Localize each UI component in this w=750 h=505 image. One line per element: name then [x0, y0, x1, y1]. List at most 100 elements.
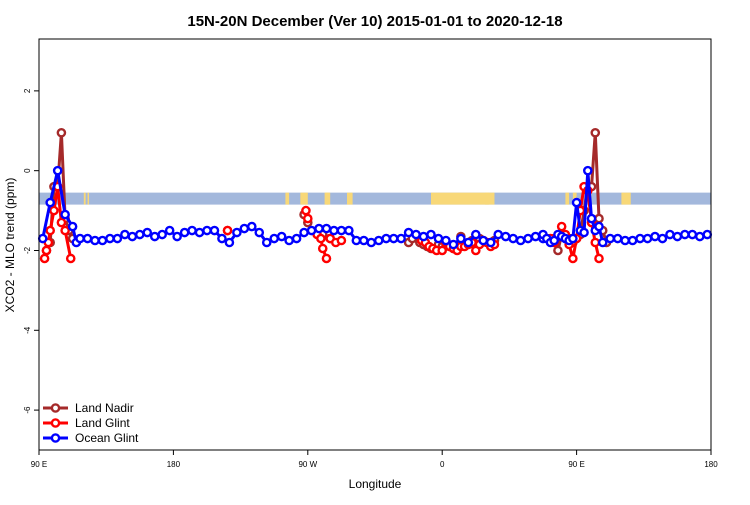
data-point-ocean-glint	[37, 233, 48, 244]
data-point-ocean-glint	[470, 229, 481, 240]
data-point-ocean-glint	[358, 235, 369, 246]
data-point-ocean-glint	[314, 223, 324, 234]
legend-swatch-marker	[50, 403, 61, 413]
data-point-ocean-glint	[515, 235, 526, 246]
data-point-land-glint	[302, 213, 313, 224]
legend-label: Ocean Glint	[75, 431, 139, 445]
data-point-ocean-glint	[418, 231, 429, 242]
data-point-ocean-glint	[157, 229, 167, 240]
data-point-ocean-glint	[579, 227, 589, 238]
data-point-land-glint	[590, 237, 601, 248]
data-point-ocean-glint	[142, 227, 153, 238]
data-point-land-glint	[316, 233, 326, 244]
data-point-ocean-glint	[571, 197, 582, 208]
legend-item-ocean-glint: Ocean Glint	[43, 431, 139, 445]
data-point-ocean-glint	[396, 233, 406, 244]
data-point-land-glint	[56, 217, 67, 228]
data-point-ocean-glint	[665, 229, 675, 240]
data-point-ocean-glint	[246, 221, 257, 232]
data-point-ocean-glint	[388, 233, 399, 244]
data-point-ocean-glint	[179, 227, 190, 238]
plot-frame	[38, 38, 712, 451]
data-point-land-glint	[336, 235, 347, 246]
data-point-ocean-glint	[239, 223, 250, 234]
data-point-ocean-glint	[90, 235, 100, 246]
data-point-land-glint	[41, 245, 52, 256]
data-point-ocean-glint	[202, 225, 212, 236]
y-tick-label: -4	[23, 326, 32, 334]
data-point-ocean-glint	[695, 231, 705, 242]
data-point-ocean-glint	[351, 235, 362, 246]
x-tick-label: 180	[167, 460, 181, 469]
data-point-ocean-glint	[594, 221, 604, 232]
series-layer	[37, 127, 713, 264]
data-point-ocean-glint	[344, 225, 354, 236]
data-point-ocean-glint	[291, 233, 302, 244]
data-point-land-glint	[568, 253, 578, 264]
legend-label: Land Glint	[75, 416, 130, 430]
data-point-ocean-glint	[299, 227, 309, 238]
data-point-ocean-glint	[75, 233, 85, 244]
data-point-ocean-glint	[508, 233, 518, 244]
data-point-ocean-glint	[583, 165, 593, 176]
data-point-land-glint	[317, 243, 328, 254]
series-ocean-glint	[37, 165, 713, 250]
data-point-land-glint	[39, 253, 50, 264]
data-point-ocean-glint	[261, 237, 272, 248]
data-point-ocean-glint	[321, 223, 332, 234]
data-point-ocean-glint	[224, 237, 235, 248]
data-point-ocean-glint	[586, 213, 597, 224]
data-point-land-glint	[60, 225, 70, 236]
data-point-ocean-glint	[605, 233, 616, 244]
legend-item-land-nadir: Land Nadir	[43, 401, 134, 415]
land-segment	[300, 192, 308, 205]
data-point-ocean-glint	[702, 229, 713, 240]
x-tick-label: 90 E	[31, 460, 47, 469]
legend-swatch-marker	[50, 418, 61, 428]
land-segment	[621, 192, 631, 205]
data-point-ocean-glint	[232, 227, 242, 238]
data-point-ocean-glint	[105, 233, 115, 244]
data-point-ocean-glint	[597, 237, 608, 248]
y-axis: 2 0 -2 -4 -6	[23, 88, 39, 414]
data-point-ocean-glint	[366, 237, 377, 248]
legend-label: Land Nadir	[75, 401, 134, 415]
data-point-ocean-glint	[493, 229, 504, 240]
data-point-ocean-glint	[411, 229, 421, 240]
x-tick-label: 0	[440, 460, 445, 469]
data-point-ocean-glint	[172, 231, 182, 242]
data-point-ocean-glint	[680, 229, 690, 240]
x-axis-label: Longitude	[349, 477, 402, 491]
data-point-ocean-glint	[336, 225, 347, 236]
land-segment	[326, 192, 331, 205]
data-point-ocean-glint	[620, 235, 630, 246]
land-segment	[565, 192, 570, 205]
data-point-ocean-glint	[45, 197, 56, 208]
data-point-ocean-glint	[217, 233, 227, 244]
land-segment	[87, 192, 90, 205]
legend-item-land-glint: Land Glint	[43, 416, 130, 430]
x-tick-label: 90 W	[298, 460, 317, 469]
data-point-ocean-glint	[373, 235, 384, 246]
data-point-land-nadir	[594, 213, 604, 224]
data-point-land-glint	[437, 245, 448, 256]
data-point-ocean-glint	[149, 231, 160, 242]
data-point-ocean-glint	[112, 233, 123, 244]
data-point-ocean-glint	[441, 235, 451, 246]
data-point-ocean-glint	[60, 209, 70, 220]
data-point-ocean-glint	[134, 229, 145, 240]
data-point-ocean-glint	[209, 225, 220, 236]
data-point-ocean-glint	[463, 237, 474, 248]
data-point-ocean-glint	[52, 165, 63, 176]
data-point-ocean-glint	[194, 227, 205, 238]
data-point-land-glint	[45, 225, 56, 236]
chart-title: 15N-20N December (Ver 10) 2015-01-01 to …	[187, 13, 562, 30]
data-point-ocean-glint	[67, 221, 78, 232]
data-point-land-glint	[556, 221, 567, 232]
data-point-ocean-glint	[306, 225, 317, 236]
data-point-ocean-glint	[568, 233, 578, 244]
data-point-ocean-glint	[687, 229, 698, 240]
data-point-ocean-glint	[650, 231, 660, 242]
land-segment	[431, 192, 489, 205]
